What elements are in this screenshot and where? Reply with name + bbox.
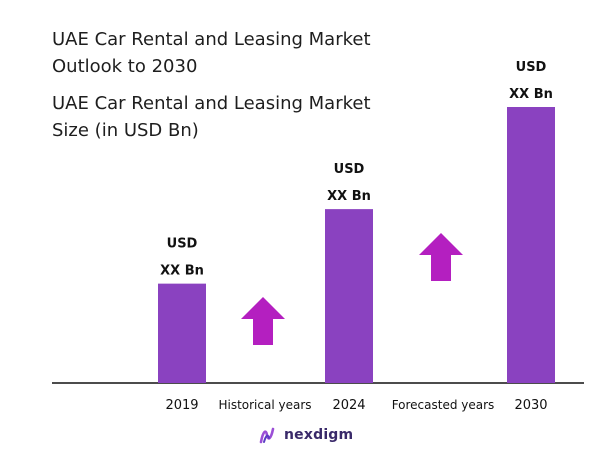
tick-label-2030: 2030: [514, 398, 547, 413]
arrow-up-icon-historical: [241, 297, 285, 345]
data-label-2030-2: XX Bn: [509, 87, 553, 102]
tick-label-2019: 2019: [165, 398, 198, 413]
logo-text: nexdigm: [284, 427, 354, 443]
data-label-2030-1: USD: [516, 60, 547, 75]
arrow-up-icon-forecast: [419, 233, 463, 281]
bar-2019: [158, 283, 206, 383]
tick-label-2024: 2024: [332, 398, 365, 413]
data-label-2019-1: USD: [167, 237, 198, 252]
bar-2024: [325, 209, 373, 383]
data-label-2024-1: USD: [334, 162, 365, 177]
bar-2030: [507, 107, 555, 383]
data-label-2024-2: XX Bn: [327, 189, 371, 204]
chart-title: UAE Car Rental and Leasing Market Outloo…: [52, 29, 371, 77]
nexdigm-logo: nexdigm: [258, 422, 353, 448]
data-label-2019-2: XX Bn: [160, 264, 204, 279]
nexdigm-logo-icon: [259, 427, 275, 444]
period-label-1: Historical years: [218, 398, 311, 412]
period-label-2: Forecasted years: [392, 398, 495, 412]
chart-subtitle: UAE Car Rental and Leasing Market Size (…: [52, 93, 371, 141]
